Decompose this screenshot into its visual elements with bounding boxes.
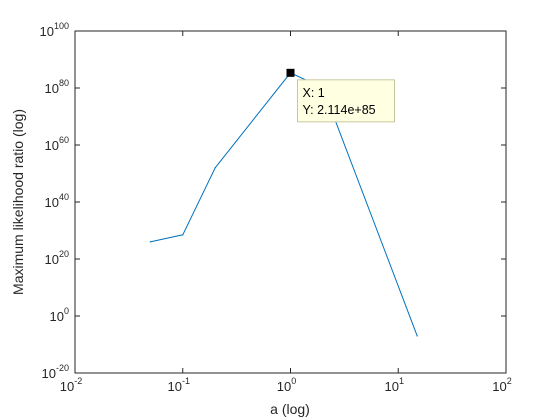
x-tick-base: 10 — [168, 379, 182, 394]
y-tick-exp: 0 — [64, 306, 69, 316]
datatip-x-text: X: 1 — [303, 86, 325, 100]
y-tick-base: 10 — [45, 252, 59, 267]
data-point — [416, 335, 418, 337]
x-tick-label: 10-1 — [168, 376, 190, 394]
datatip[interactable]: X: 1 Y: 2.114e+85 — [286, 68, 395, 123]
data-point — [182, 234, 184, 236]
y-tick-label: 10-20 — [42, 363, 69, 381]
x-axis-label: a (log) — [270, 401, 310, 417]
x-tick-exp: -2 — [74, 376, 82, 386]
datatip-box — [297, 79, 395, 123]
y-tick-label: 1020 — [45, 249, 69, 267]
y-tick-label: 1080 — [45, 78, 69, 96]
y-tick-base: 10 — [50, 309, 64, 324]
x-tick-label: 10-2 — [60, 376, 82, 394]
x-tick-label: 100 — [277, 376, 296, 394]
y-tick-exp: 60 — [59, 135, 69, 145]
y-tick-base: 10 — [42, 366, 56, 381]
y-tick-label: 1060 — [45, 135, 69, 153]
series-line — [150, 72, 418, 337]
datatip-y-text: Y: 2.114e+85 — [303, 103, 376, 117]
datatip-marker[interactable] — [286, 68, 295, 77]
y-tick-exp: 40 — [59, 192, 69, 202]
x-tick-base: 10 — [60, 379, 74, 394]
y-tick-exp: 100 — [54, 21, 69, 31]
x-tick-base: 10 — [385, 379, 399, 394]
y-tick-base: 10 — [45, 138, 59, 153]
x-axis-ticks: 10-2 10-1 100 101 102 — [60, 31, 512, 394]
y-tick-base: 10 — [45, 195, 59, 210]
y-axis-label: Maximum likelihood ratio (log) — [10, 109, 26, 295]
x-tick-base: 10 — [492, 379, 506, 394]
data-point — [214, 167, 216, 169]
y-tick-exp: 80 — [59, 78, 69, 88]
x-tick-label: 102 — [492, 376, 511, 394]
y-tick-exp: 20 — [59, 249, 69, 259]
x-tick-exp: -1 — [182, 376, 190, 386]
x-tick-exp: 1 — [399, 376, 404, 386]
x-tick-exp: 0 — [291, 376, 296, 386]
plot-area — [74, 30, 507, 374]
x-tick-exp: 2 — [507, 376, 512, 386]
x-tick-label: 101 — [385, 376, 404, 394]
y-tick-exp: -20 — [56, 363, 69, 373]
y-tick-base: 10 — [45, 81, 59, 96]
y-tick-label: 1040 — [45, 192, 69, 210]
y-tick-label: 100 — [50, 306, 69, 324]
data-point — [149, 241, 151, 243]
y-tick-base: 10 — [40, 24, 54, 39]
y-tick-label: 10100 — [40, 21, 70, 39]
x-tick-base: 10 — [277, 379, 291, 394]
